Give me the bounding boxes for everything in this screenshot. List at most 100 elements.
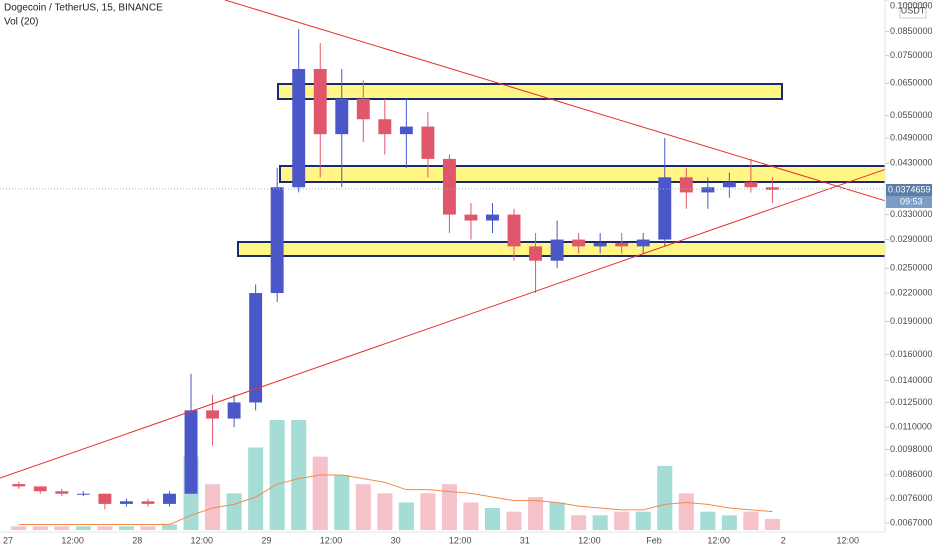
y-tick-label: 0.0076000 xyxy=(890,493,932,503)
volume-bar xyxy=(269,420,285,530)
candle-body xyxy=(227,402,241,419)
volume-bar xyxy=(420,493,436,530)
candle-body xyxy=(313,69,327,135)
y-tick-label: 0.0086000 xyxy=(890,469,932,479)
candle-body xyxy=(615,242,629,247)
y-tick-label: 0.0330000 xyxy=(890,209,932,219)
candle-body xyxy=(141,501,155,504)
volume-bar xyxy=(635,511,651,530)
candle-body xyxy=(722,182,736,188)
x-tick-label: 2 xyxy=(781,535,786,545)
candle-body xyxy=(529,246,543,261)
y-tick-label: 0.0290000 xyxy=(890,234,932,244)
candle-body xyxy=(572,239,586,247)
candle-body xyxy=(163,493,176,504)
y-tick-label: 0.0125000 xyxy=(890,397,932,407)
volume-bar xyxy=(528,497,544,530)
candle-body xyxy=(33,486,47,492)
y-tick-label: 0.0650000 xyxy=(890,78,932,88)
candle-body xyxy=(55,491,69,494)
y-tick-label: 0.0098000 xyxy=(890,444,932,454)
candle-body xyxy=(378,119,392,135)
volume-bar xyxy=(614,511,630,530)
candle-body xyxy=(249,293,263,403)
y-tick-label: 0.0750000 xyxy=(890,50,932,60)
resistance-zone xyxy=(277,83,783,100)
volume-bar xyxy=(355,484,371,530)
candle-body xyxy=(464,214,478,221)
volume-bar xyxy=(549,502,565,530)
x-tick-label: 29 xyxy=(261,535,271,545)
x-tick-label: 30 xyxy=(391,535,401,545)
x-tick-label: 12:00 xyxy=(320,535,343,545)
x-tick-label: 31 xyxy=(520,535,530,545)
candle-body xyxy=(119,501,133,504)
volume-bar xyxy=(463,502,479,530)
y-tick-label: 0.0550000 xyxy=(890,110,932,120)
y-tick-label: 0.0220000 xyxy=(890,287,932,297)
candle-body xyxy=(636,239,650,247)
chart-title: Dogecoin / TetherUS, 15, BINANCE xyxy=(4,3,163,14)
candle-body xyxy=(701,187,715,193)
indicator-label: Vol (20) xyxy=(4,17,38,28)
volume-bar xyxy=(398,502,414,530)
price-axis xyxy=(885,0,932,550)
volume-bar xyxy=(441,484,457,530)
volume-bar xyxy=(75,526,91,530)
y-tick-label: 0.0190000 xyxy=(890,316,932,326)
candle-body xyxy=(356,98,370,120)
volume-bar xyxy=(657,465,673,530)
candle-body xyxy=(507,214,521,247)
x-tick-label: 12:00 xyxy=(837,535,860,545)
volume-bar xyxy=(140,526,156,530)
volume-bar xyxy=(571,515,587,530)
volume-bar xyxy=(97,526,113,530)
candle-body xyxy=(744,182,758,188)
volume-bar xyxy=(592,515,608,530)
candle-body xyxy=(486,214,499,221)
candle-body xyxy=(550,239,564,261)
candle-body xyxy=(442,158,456,215)
candle-body xyxy=(765,187,779,190)
y-tick-label: 0.0140000 xyxy=(890,375,932,385)
unit-box xyxy=(899,3,927,19)
volume-bar xyxy=(226,493,242,530)
y-tick-label: 0.0160000 xyxy=(890,349,932,359)
last-price-box xyxy=(886,183,932,196)
y-tick-label: 0.0490000 xyxy=(890,132,932,142)
pivot-zone xyxy=(279,165,932,183)
volume-bar xyxy=(54,526,70,530)
volume-bar xyxy=(248,447,264,530)
volume-bar xyxy=(721,515,737,530)
y-tick-label: 0.1000000 xyxy=(890,0,932,10)
x-tick-label: 27 xyxy=(3,535,13,545)
x-tick-label: Feb xyxy=(646,535,662,545)
volume-bar xyxy=(484,508,501,530)
descending-trendline xyxy=(224,0,932,216)
volume-bar xyxy=(743,511,759,530)
candle-body xyxy=(206,410,220,419)
candle-body xyxy=(184,410,198,494)
x-tick-label: 12:00 xyxy=(61,535,84,545)
y-tick-label: 0.0430000 xyxy=(890,158,932,168)
volume-bar xyxy=(312,456,328,530)
countdown-label: 09:53 xyxy=(900,196,923,206)
candle-body xyxy=(292,69,306,188)
candle-body xyxy=(12,484,26,487)
candle-body xyxy=(270,187,284,294)
candle-body xyxy=(658,177,672,240)
y-tick-label: 0.0250000 xyxy=(890,263,932,273)
volume-bar xyxy=(700,511,716,530)
volume-bar xyxy=(678,493,694,530)
volume-bar xyxy=(291,420,307,530)
candle-body xyxy=(679,177,693,193)
volume-bar xyxy=(161,524,178,530)
x-tick-label: 12:00 xyxy=(191,535,214,545)
volume-ma-line xyxy=(18,474,773,525)
x-tick-label: 12:00 xyxy=(578,535,601,545)
y-tick-label: 0.0850000 xyxy=(890,26,932,36)
y-tick-label: 0.0067000 xyxy=(890,518,932,528)
plot xyxy=(11,29,780,530)
